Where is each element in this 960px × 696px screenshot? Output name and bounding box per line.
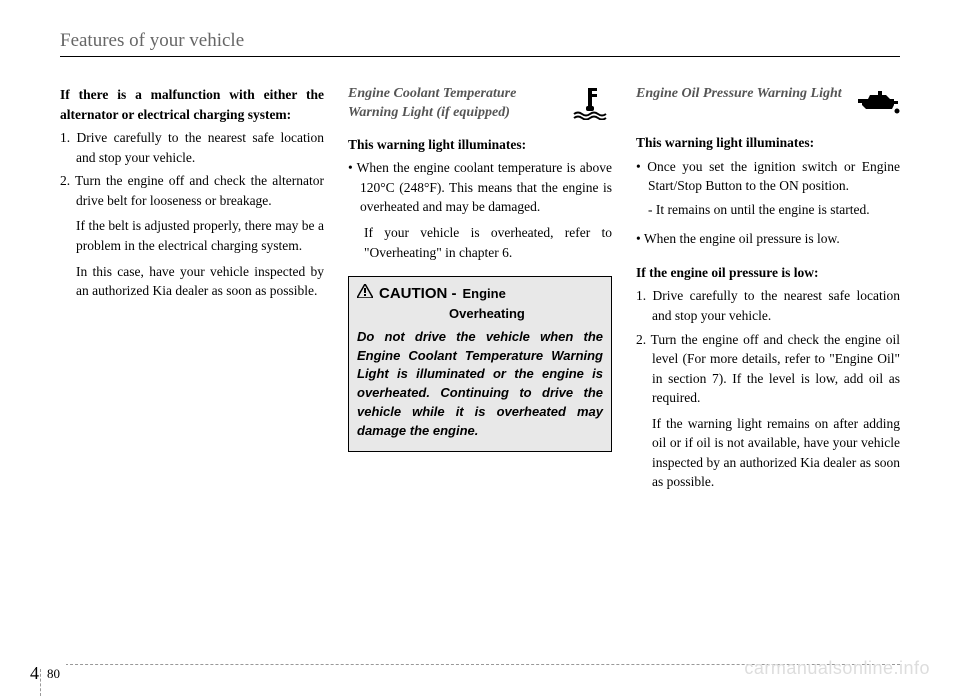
chapter-number: 4 [30,663,39,684]
footer-numbers: 4 80 [30,663,66,684]
content-columns: If there is a malfunction with either th… [60,85,900,492]
col3-title: Engine Oil Pressure Warning Light [636,85,856,104]
col3-sub1: - It remains on until the engine is star… [636,200,900,220]
caution-sub2: Overheating [449,305,603,324]
caution-header: CAUTION - Engine [357,283,603,305]
column-1: If there is a malfunction with either th… [60,85,324,492]
manual-page: Features of your vehicle If there is a m… [0,0,960,689]
col2-para1: If your vehicle is overheated, refer to … [348,223,612,262]
col1-para2: In this case, have your vehicle inspecte… [60,262,324,301]
col3-heading2: If the engine oil pressure is low: [636,263,900,283]
col2-title-row: Engine Coolant Temperature Warning Light… [348,85,612,123]
col2-title: Engine Coolant Temperature Warning Light… [348,85,568,123]
watermark: carmanualsonline.info [744,658,930,679]
col1-item1: 1. Drive carefully to the nearest safe l… [60,128,324,167]
coolant-temp-icon [568,85,612,121]
col3-item2: 2. Turn the engine off and check the eng… [636,330,900,408]
col2-bullet1: • When the engine coolant temperature is… [348,158,612,217]
col3-bullet2: • When the engine oil pressure is low. [636,229,900,249]
column-3: Engine Oil Pressure Warning Light This w… [636,85,900,492]
oil-pressure-icon [856,85,900,121]
col2-subheading: This warning light illuminates: [348,135,612,155]
col3-para1: If the warning light remains on after ad… [636,414,900,492]
caution-body: Do not drive the vehicle when the Engine… [357,328,603,441]
caution-word: CAUTION - [379,283,457,305]
section-header: Features of your vehicle [60,30,900,57]
col3-title-row: Engine Oil Pressure Warning Light [636,85,900,121]
col3-bullet1: • Once you set the ignition switch or En… [636,157,900,196]
col3-item1: 1. Drive carefully to the nearest safe l… [636,286,900,325]
col1-item2: 2. Turn the engine off and check the alt… [60,171,324,210]
warning-triangle-icon [357,283,373,303]
page-number: 80 [47,666,60,682]
col3-subheading: This warning light illuminates: [636,133,900,153]
caution-box: CAUTION - Engine Overheating Do not driv… [348,276,612,452]
col1-para1: If the belt is adjusted properly, there … [60,216,324,255]
col1-heading: If there is a malfunction with either th… [60,85,324,124]
column-2: Engine Coolant Temperature Warning Light… [348,85,612,492]
caution-sub: Engine [463,285,506,304]
